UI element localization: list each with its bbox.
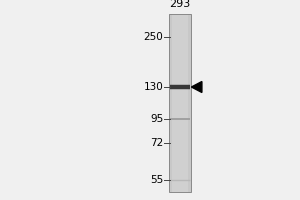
- Text: 72: 72: [150, 138, 164, 148]
- Text: 130: 130: [144, 82, 164, 92]
- Bar: [172, 14, 188, 192]
- Text: 55: 55: [150, 175, 164, 185]
- Bar: [169, 14, 190, 192]
- Bar: [169, 14, 190, 192]
- Text: 250: 250: [144, 32, 164, 42]
- Text: 293: 293: [169, 0, 190, 9]
- Polygon shape: [191, 82, 202, 92]
- Text: 95: 95: [150, 114, 164, 124]
